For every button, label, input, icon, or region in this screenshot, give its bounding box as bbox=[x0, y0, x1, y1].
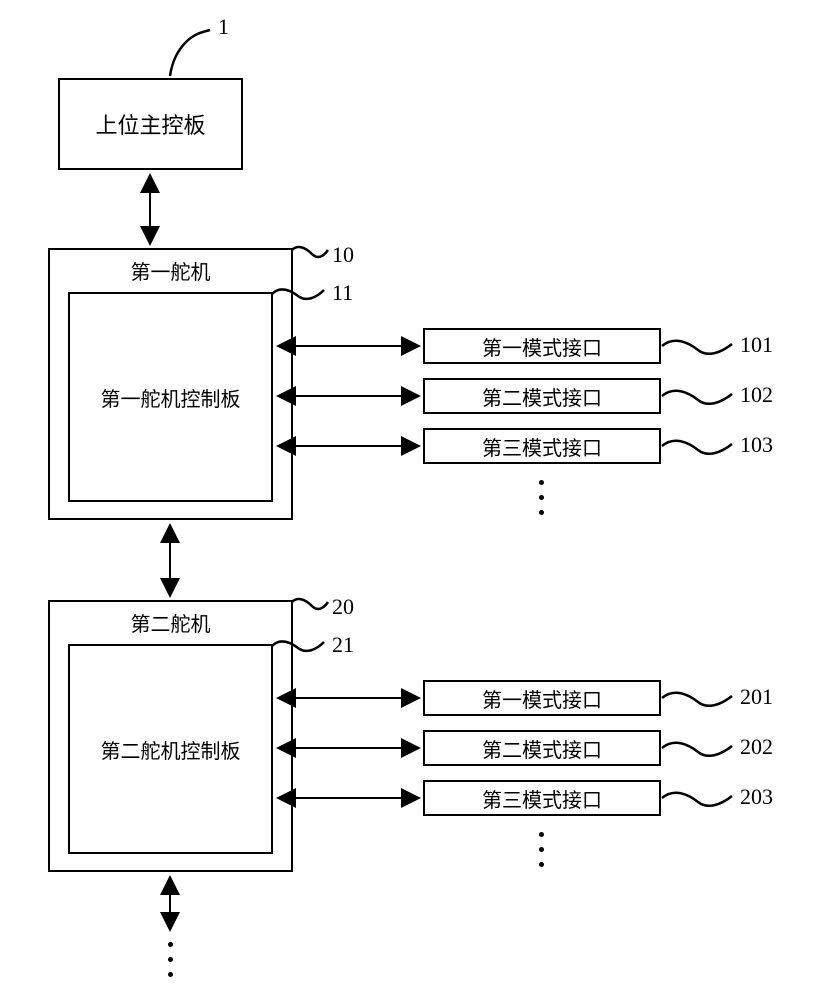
ellipsis-dots-1 bbox=[539, 480, 544, 515]
servo1-inner-box: 第一舵机控制板 bbox=[68, 292, 273, 502]
main-controller-ref: 1 bbox=[218, 14, 229, 40]
servo2-inner-ref: 21 bbox=[332, 632, 354, 658]
main-controller-box: 上位主控板 bbox=[58, 78, 243, 170]
interface-202-ref: 202 bbox=[740, 734, 773, 760]
interface-202-label: 第二模式接口 bbox=[482, 734, 602, 763]
servo2-inner-box: 第二舵机控制板 bbox=[68, 644, 273, 854]
servo2-outer-label: 第二舵机 bbox=[50, 608, 291, 637]
interface-202-box: 第二模式接口 bbox=[423, 730, 661, 766]
ellipsis-dots-3 bbox=[168, 942, 173, 977]
interface-101-ref: 101 bbox=[740, 332, 773, 358]
interface-201-label: 第一模式接口 bbox=[482, 684, 602, 713]
main-controller-label: 上位主控板 bbox=[95, 108, 205, 140]
diagram-canvas: 上位主控板 1 第一舵机 10 第一舵机控制板 11 第二舵机 20 第二舵机控… bbox=[0, 0, 829, 1000]
interface-102-label: 第二模式接口 bbox=[482, 382, 602, 411]
interface-203-label: 第三模式接口 bbox=[482, 784, 602, 813]
interface-201-ref: 201 bbox=[740, 684, 773, 710]
servo1-inner-label: 第一舵机控制板 bbox=[101, 383, 241, 412]
servo1-outer-ref: 10 bbox=[332, 242, 354, 268]
interface-103-label: 第三模式接口 bbox=[482, 432, 602, 461]
ellipsis-dots-2 bbox=[539, 832, 544, 867]
interface-103-ref: 103 bbox=[740, 432, 773, 458]
interface-103-box: 第三模式接口 bbox=[423, 428, 661, 464]
interface-102-ref: 102 bbox=[740, 382, 773, 408]
servo2-inner-label: 第二舵机控制板 bbox=[101, 735, 241, 764]
interface-201-box: 第一模式接口 bbox=[423, 680, 661, 716]
servo1-inner-ref: 11 bbox=[332, 280, 353, 306]
interface-101-box: 第一模式接口 bbox=[423, 328, 661, 364]
interface-203-box: 第三模式接口 bbox=[423, 780, 661, 816]
servo1-outer-label: 第一舵机 bbox=[50, 256, 291, 285]
interface-102-box: 第二模式接口 bbox=[423, 378, 661, 414]
interface-203-ref: 203 bbox=[740, 784, 773, 810]
interface-101-label: 第一模式接口 bbox=[482, 332, 602, 361]
servo2-outer-ref: 20 bbox=[332, 594, 354, 620]
